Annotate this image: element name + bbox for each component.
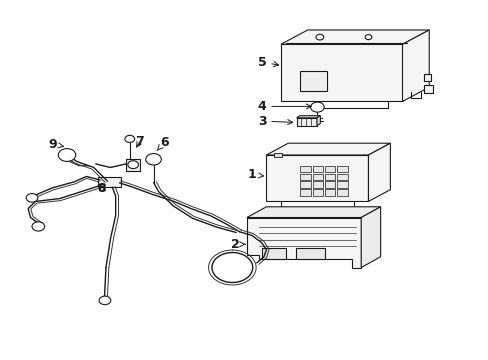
Polygon shape (125, 158, 140, 171)
Text: 6: 6 (157, 136, 168, 150)
Text: 5: 5 (257, 55, 278, 69)
Polygon shape (246, 217, 361, 267)
Polygon shape (361, 207, 380, 267)
Polygon shape (266, 155, 368, 202)
Bar (312, 181, 323, 188)
Bar (312, 174, 323, 180)
Polygon shape (316, 116, 320, 126)
Circle shape (365, 35, 371, 40)
Bar (300, 71, 326, 91)
Polygon shape (246, 207, 380, 217)
Bar (336, 174, 347, 180)
Polygon shape (423, 85, 432, 93)
Bar (300, 189, 310, 196)
Bar (336, 181, 347, 188)
Polygon shape (296, 116, 320, 118)
Polygon shape (98, 177, 121, 187)
Text: 9: 9 (49, 138, 63, 151)
Polygon shape (266, 143, 389, 155)
Text: 1: 1 (247, 168, 263, 181)
Bar (324, 174, 335, 180)
Circle shape (145, 154, 161, 165)
Circle shape (99, 296, 111, 305)
Circle shape (32, 222, 44, 231)
Circle shape (58, 149, 76, 161)
Bar (336, 189, 347, 196)
Bar (324, 181, 335, 188)
Circle shape (127, 161, 138, 168)
Polygon shape (423, 74, 430, 81)
Polygon shape (402, 30, 428, 102)
Bar (300, 166, 310, 172)
Polygon shape (281, 30, 428, 44)
Circle shape (315, 34, 323, 40)
Bar (336, 166, 347, 172)
Polygon shape (295, 248, 324, 258)
Bar (300, 174, 310, 180)
Circle shape (310, 102, 324, 112)
Text: 4: 4 (257, 100, 310, 113)
Bar (312, 189, 323, 196)
Polygon shape (281, 44, 402, 102)
Polygon shape (368, 143, 389, 202)
Bar (324, 166, 335, 172)
Bar (273, 153, 282, 157)
Polygon shape (296, 118, 316, 126)
Polygon shape (261, 248, 285, 258)
Circle shape (124, 135, 134, 143)
Text: 3: 3 (257, 114, 292, 127)
Bar (312, 166, 323, 172)
Bar (324, 189, 335, 196)
Circle shape (26, 194, 38, 202)
Text: 2: 2 (230, 238, 244, 251)
Text: 7: 7 (135, 135, 144, 148)
Text: 8: 8 (97, 183, 105, 195)
Bar (300, 181, 310, 188)
